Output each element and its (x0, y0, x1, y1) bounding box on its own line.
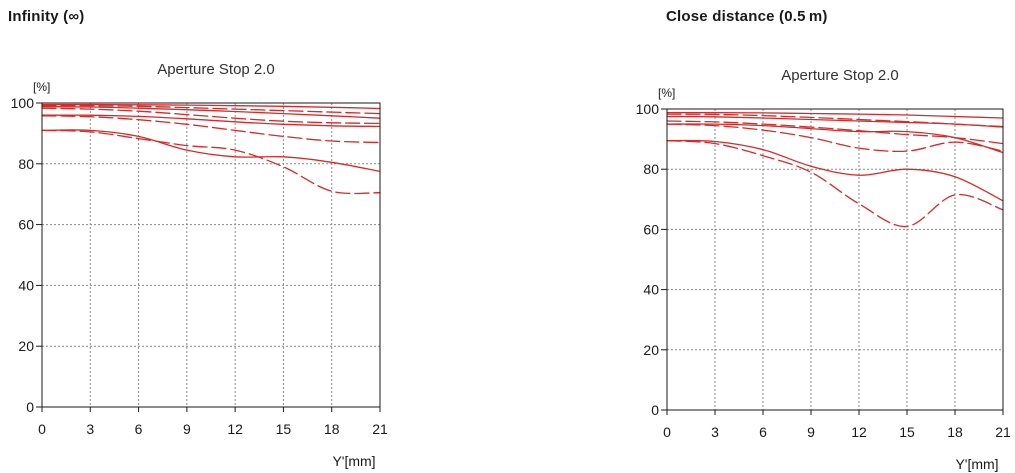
x-tick-label: 15 (276, 421, 292, 437)
mtf-curve-dashed-6 (666, 123, 1004, 153)
y-tick-label: 20 (18, 338, 34, 354)
chart-title: Aperture Stop 2.0 (157, 61, 275, 78)
chart-heading-close-distance: Close distance (0.5 m) (666, 8, 828, 25)
x-tick-label: 21 (995, 424, 1011, 440)
mtf-curve-solid-3 (41, 105, 381, 119)
x-tick-label: 18 (324, 421, 340, 437)
x-axis-label: Y'[mm] (955, 456, 998, 472)
x-axis-label: Y'[mm] (332, 453, 375, 469)
mtf-curve-solid-3 (666, 115, 1004, 128)
x-tick-label: 18 (947, 424, 963, 440)
x-tick-label: 0 (38, 421, 46, 437)
mtf-chart-infinity: 0 20 40 60 80 100 0 3 6 9 12 15 18 21 Aperture Stop 2.… (11, 61, 388, 469)
y-tick-label: 100 (636, 101, 660, 117)
x-tick-label: 3 (86, 421, 94, 437)
mtf-curve-solid-7 (41, 129, 381, 173)
x-tick-label: 12 (227, 421, 243, 437)
y-tick-label: 60 (18, 217, 34, 233)
x-tick-label: 3 (711, 424, 719, 440)
y-tick-label: 80 (18, 156, 34, 172)
plot-frame (41, 102, 381, 408)
x-tick-label: 15 (899, 424, 915, 440)
chart-title: Aperture Stop 2.0 (781, 67, 899, 84)
mtf-curve-solid-1 (666, 111, 1004, 119)
x-tick-label: 6 (759, 424, 767, 440)
mtf-curve-solid-7 (666, 139, 1004, 202)
x-tick-label: 9 (183, 421, 191, 437)
x-tick-label: 9 (807, 424, 815, 440)
mtf-curve-dashed-2 (666, 113, 1004, 128)
y-tick-label: 0 (651, 402, 659, 418)
chart-heading-infinity: Infinity (∞) (8, 8, 85, 25)
mtf-curve-dashed-6 (41, 115, 381, 144)
y-tick-label: 100 (11, 95, 35, 111)
y-tick-label: 80 (643, 161, 659, 177)
mtf-curve-dashed-8 (41, 129, 381, 195)
mtf-curve-dashed-2 (41, 104, 381, 115)
y-axis-label: [%] (658, 86, 675, 100)
mtf-chart-close: 0 20 40 60 80 100 0 3 6 9 12 15 18 21 Aperture Stop 2.… (636, 67, 1011, 472)
x-tick-label: 6 (135, 421, 143, 437)
y-tick-label: 0 (26, 399, 34, 415)
y-tick-label: 40 (643, 282, 659, 298)
mtf-curve-solid-5 (666, 123, 1004, 154)
mtf-curve-dashed-4 (41, 107, 381, 125)
y-tick-label: 40 (18, 277, 34, 293)
mtf-curve-solid-5 (41, 114, 381, 128)
x-tick-label: 12 (851, 424, 867, 440)
y-tick-label: 20 (643, 342, 659, 358)
x-tick-label: 21 (372, 421, 388, 437)
plot-frame (666, 108, 1004, 411)
mtf-curve-dashed-8 (666, 139, 1004, 228)
y-axis-label: [%] (33, 80, 50, 94)
y-tick-label: 60 (643, 221, 659, 237)
x-tick-label: 0 (663, 424, 671, 440)
mtf-curve-solid-1 (41, 103, 381, 110)
